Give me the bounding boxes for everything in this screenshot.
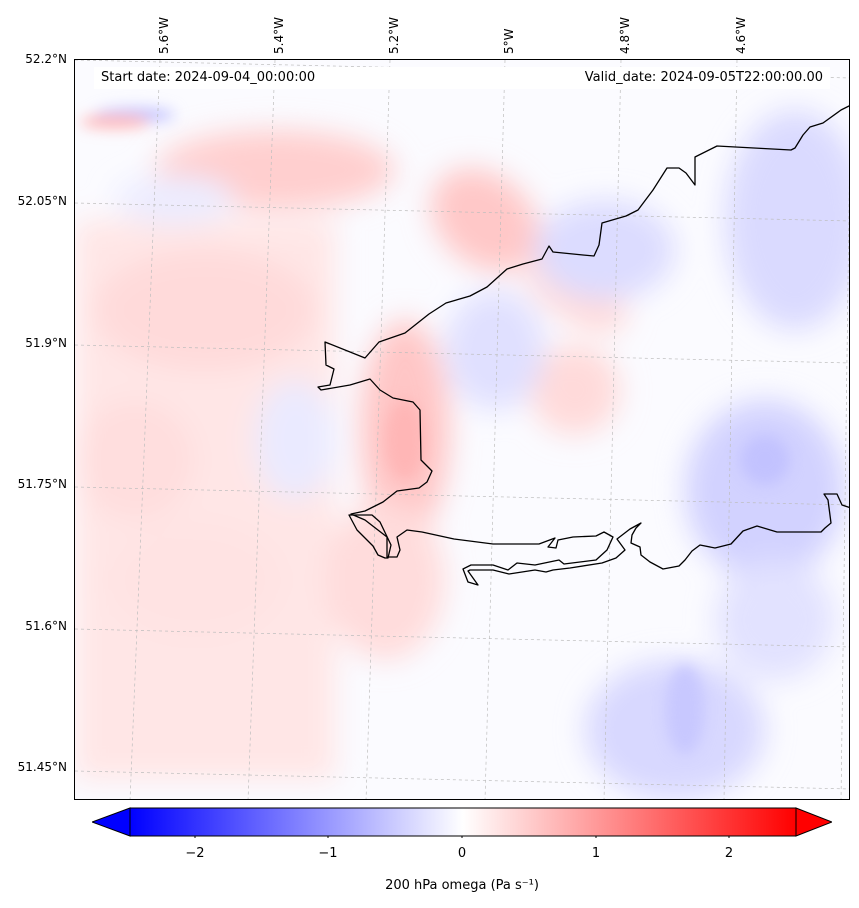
shade-positive-nw: [95, 250, 315, 370]
shade-positive-w: [75, 400, 195, 520]
lon-label-4-8w: 4.8°W: [618, 17, 632, 54]
coastline: [317, 105, 849, 586]
shade-negative-west-center: [255, 380, 335, 500]
lat-label-51-45n: 51.45°N: [17, 760, 67, 774]
colorbar-gradient: [129, 807, 797, 837]
shade-positive-central-south: [325, 500, 445, 660]
cb-tick-label-1: 1: [591, 846, 601, 861]
colorbar-label: 200 hPa omega (Pa s⁻¹): [385, 878, 539, 893]
lat-label-51-75n: 51.75°N: [17, 477, 67, 491]
map-plot-area[interactable]: [74, 59, 850, 800]
shade-negative-northeast: [535, 200, 675, 300]
omega-shading: [75, 107, 849, 799]
shade-negative-northwest: [115, 175, 235, 225]
shade-positive-central-core: [385, 400, 425, 480]
coastline-south: [348, 514, 392, 559]
shade-negative-southeast: [715, 560, 835, 680]
lat-label-52-05n: 52.05°N: [17, 194, 67, 208]
colorbar-extend-low: [92, 807, 131, 837]
cb-tick-label-0: 0: [457, 846, 467, 861]
shade-negative-east-core: [740, 435, 790, 485]
lon-label-5w: 5°W: [502, 28, 516, 55]
colorbar: [92, 807, 832, 838]
lon-label-5-4w: 5.4°W: [272, 17, 286, 54]
gridline-lon-5-6: [129, 60, 161, 799]
shade-negative-east: [725, 110, 849, 330]
lon-label-5-2w: 5.2°W: [387, 17, 401, 54]
colorbar-extend-high: [795, 807, 832, 837]
shade-positive-east-center: [530, 345, 620, 435]
cb-tick-label-2: 2: [724, 846, 734, 861]
shade-positive-diagonal: [430, 168, 540, 272]
shade-negative-south-core: [665, 665, 705, 755]
lat-label-51-9n: 51.9°N: [25, 336, 67, 350]
lon-label-5-6w: 5.6°W: [157, 17, 171, 54]
info-banner: Start date: 2024-09-04_00:00:00 Valid_da…: [94, 67, 830, 89]
omega-field-map: [75, 60, 849, 799]
gridline-lon-5-0: [484, 60, 506, 799]
shade-negative-center: [445, 290, 545, 410]
lat-label-52-2n: 52.2°N: [25, 52, 67, 66]
shade-negative-east-center: [685, 400, 845, 580]
start-date-text: Start date: 2024-09-04_00:00:00: [101, 70, 316, 85]
lon-label-4-6w: 4.6°W: [734, 17, 748, 54]
valid-date-text: Valid_date: 2024-09-05T22:00:00.00: [584, 70, 823, 85]
lat-label-51-6n: 51.6°N: [25, 619, 67, 633]
coastline-north: [317, 105, 849, 586]
cb-tick-label-neg2: −2: [185, 846, 205, 861]
shade-positive-sw: [105, 520, 285, 640]
gridlines: [75, 60, 849, 799]
cb-tick-label-neg1: −1: [318, 846, 338, 861]
shade-positive-top-streak: [80, 115, 150, 129]
